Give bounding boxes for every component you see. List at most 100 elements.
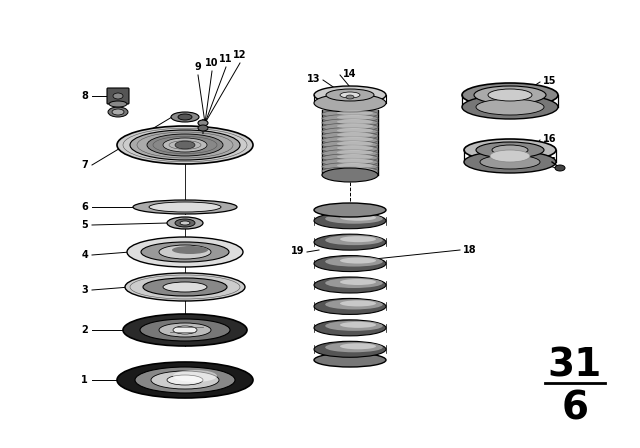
Ellipse shape	[167, 217, 203, 229]
Text: 4: 4	[81, 250, 88, 260]
Ellipse shape	[337, 141, 373, 146]
Ellipse shape	[127, 237, 243, 267]
Ellipse shape	[325, 321, 383, 331]
Ellipse shape	[322, 150, 378, 157]
Ellipse shape	[178, 114, 192, 120]
Ellipse shape	[322, 145, 378, 153]
Text: 7: 7	[81, 160, 88, 170]
FancyBboxPatch shape	[107, 88, 129, 104]
Text: 10: 10	[205, 58, 219, 68]
Ellipse shape	[314, 277, 386, 293]
Ellipse shape	[322, 119, 378, 127]
Ellipse shape	[337, 155, 373, 159]
Ellipse shape	[325, 342, 383, 352]
Ellipse shape	[325, 214, 383, 224]
Text: 2: 2	[81, 325, 88, 335]
Ellipse shape	[314, 234, 386, 250]
Ellipse shape	[322, 168, 378, 182]
Ellipse shape	[337, 128, 373, 133]
Ellipse shape	[143, 278, 227, 296]
Ellipse shape	[175, 219, 195, 227]
Ellipse shape	[340, 236, 376, 242]
Ellipse shape	[314, 320, 386, 336]
Ellipse shape	[135, 367, 235, 393]
Text: 14: 14	[343, 69, 356, 79]
Ellipse shape	[173, 370, 217, 382]
Ellipse shape	[337, 119, 373, 124]
Ellipse shape	[198, 120, 208, 126]
Ellipse shape	[117, 126, 253, 164]
Ellipse shape	[464, 139, 556, 161]
Ellipse shape	[113, 93, 123, 99]
Ellipse shape	[314, 86, 386, 104]
Ellipse shape	[322, 132, 378, 140]
Ellipse shape	[325, 235, 383, 245]
Ellipse shape	[322, 154, 378, 162]
Ellipse shape	[340, 92, 360, 98]
Ellipse shape	[462, 83, 558, 107]
Text: 8: 8	[81, 91, 88, 101]
Text: 16: 16	[543, 134, 557, 144]
Text: 9: 9	[195, 62, 202, 72]
Ellipse shape	[171, 112, 199, 122]
Text: 17: 17	[543, 157, 557, 167]
Ellipse shape	[325, 257, 383, 267]
Ellipse shape	[346, 95, 354, 99]
Ellipse shape	[322, 123, 378, 131]
Ellipse shape	[325, 299, 383, 310]
Text: 11: 11	[220, 54, 233, 64]
Ellipse shape	[337, 159, 373, 164]
Ellipse shape	[337, 111, 373, 116]
Text: 15: 15	[543, 76, 557, 86]
Ellipse shape	[159, 323, 211, 337]
Ellipse shape	[167, 375, 203, 385]
Ellipse shape	[149, 202, 221, 212]
Ellipse shape	[117, 362, 253, 398]
Text: 6: 6	[81, 202, 88, 212]
Ellipse shape	[337, 137, 373, 142]
Ellipse shape	[492, 145, 528, 155]
Ellipse shape	[480, 155, 540, 169]
Ellipse shape	[340, 301, 376, 306]
Ellipse shape	[123, 314, 247, 346]
Text: 5: 5	[81, 220, 88, 230]
Ellipse shape	[147, 134, 223, 156]
Ellipse shape	[130, 130, 240, 160]
Ellipse shape	[337, 133, 373, 138]
Text: 19: 19	[291, 246, 304, 256]
Ellipse shape	[340, 343, 376, 349]
Ellipse shape	[555, 165, 565, 171]
Ellipse shape	[314, 341, 386, 358]
Text: 6: 6	[561, 389, 589, 427]
Ellipse shape	[326, 89, 374, 101]
Ellipse shape	[163, 138, 207, 152]
Ellipse shape	[490, 150, 530, 162]
Ellipse shape	[314, 203, 386, 217]
Ellipse shape	[322, 114, 378, 122]
Ellipse shape	[125, 273, 245, 301]
Ellipse shape	[322, 163, 378, 171]
Ellipse shape	[476, 99, 544, 115]
Ellipse shape	[337, 150, 373, 155]
Text: 18: 18	[463, 245, 477, 255]
Text: 3: 3	[81, 285, 88, 295]
Ellipse shape	[322, 167, 378, 175]
Ellipse shape	[340, 258, 376, 263]
Ellipse shape	[325, 278, 383, 288]
Ellipse shape	[163, 282, 207, 292]
Ellipse shape	[322, 141, 378, 149]
Ellipse shape	[322, 136, 378, 144]
Ellipse shape	[151, 371, 219, 389]
Ellipse shape	[173, 326, 197, 334]
Text: 12: 12	[233, 50, 247, 60]
Ellipse shape	[175, 141, 195, 149]
Ellipse shape	[337, 124, 373, 129]
Ellipse shape	[314, 255, 386, 271]
Ellipse shape	[340, 279, 376, 285]
Text: 31: 31	[548, 346, 602, 384]
Text: 13: 13	[307, 74, 320, 84]
Ellipse shape	[337, 115, 373, 120]
Ellipse shape	[337, 163, 373, 168]
Ellipse shape	[159, 245, 211, 259]
Ellipse shape	[488, 89, 532, 101]
